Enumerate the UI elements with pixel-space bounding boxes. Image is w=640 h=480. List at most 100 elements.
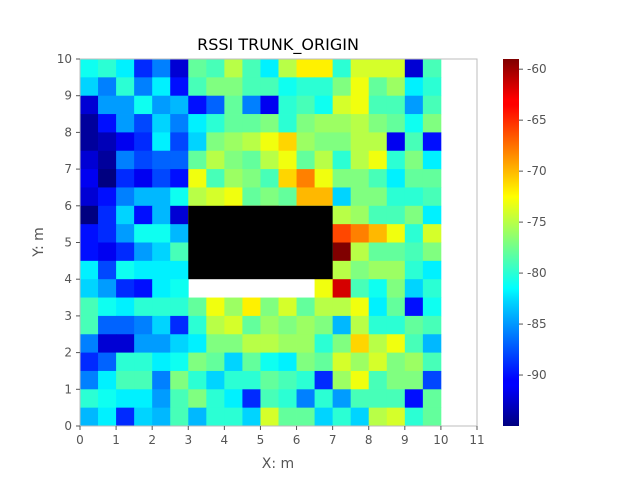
heatmap-cell (80, 315, 99, 335)
heatmap-cell (80, 297, 99, 317)
heatmap-cell (386, 334, 406, 353)
heatmap-cell (116, 334, 135, 353)
heatmap-cell (278, 169, 297, 188)
heatmap-cell (152, 169, 171, 188)
heatmap-cell (422, 315, 442, 335)
heatmap-cell (296, 389, 315, 409)
y-tick-label: 3 (64, 309, 72, 323)
heatmap-cell (242, 389, 261, 409)
x-tick-label: 6 (293, 433, 301, 447)
heatmap-cell (350, 297, 370, 317)
heatmap-cell (278, 187, 297, 207)
heatmap-cell (98, 59, 117, 78)
heatmap-cell (170, 114, 189, 133)
heatmap-cell (188, 150, 207, 170)
heatmap-cell (98, 224, 117, 243)
heatmap-cell (404, 352, 424, 372)
heatmap-cell (350, 370, 370, 390)
heatmap-cell (188, 114, 207, 133)
heatmap-cell (296, 77, 315, 97)
heatmap-cell (332, 77, 352, 97)
heatmap-cell (206, 389, 225, 409)
heatmap-cell (134, 297, 153, 317)
heatmap-cell (260, 389, 279, 409)
heatmap-cell (368, 334, 388, 353)
heatmap-cell (350, 187, 370, 207)
heatmap-cell (260, 334, 279, 353)
heatmap-cell (116, 114, 135, 133)
heatmap-cell (170, 297, 189, 317)
heatmap-cell (404, 242, 424, 262)
heatmap-cell (134, 279, 153, 298)
heatmap-cell (170, 334, 189, 353)
heatmap-cell (224, 297, 243, 317)
heatmap-cell (188, 169, 207, 188)
heatmap-cell (422, 370, 442, 390)
heatmap-cell (242, 370, 261, 390)
heatmap-cell (242, 77, 261, 97)
heatmap-cell (152, 334, 171, 353)
y-tick-label: 2 (64, 346, 72, 360)
heatmap-cell (224, 132, 243, 152)
heatmap-cell (152, 77, 171, 97)
heatmap-cell (260, 315, 279, 335)
heatmap-cell (188, 370, 207, 390)
heatmap-cell (296, 132, 315, 152)
heatmap-cell (368, 370, 388, 390)
heatmap-cell (368, 352, 388, 372)
heatmap-cell (350, 150, 370, 170)
heatmap-cell (368, 389, 388, 409)
heatmap-cell (80, 407, 99, 427)
heatmap-cell (242, 59, 261, 78)
heatmap-cell (332, 260, 352, 280)
heatmap-cell (386, 352, 406, 372)
y-tick-label: 5 (64, 236, 72, 250)
y-tick-label: 8 (64, 125, 72, 139)
obstacle-block (188, 205, 333, 280)
heatmap-cell (314, 407, 334, 427)
heatmap-cell (80, 169, 99, 188)
heatmap-cell (368, 132, 388, 152)
heatmap-cell (116, 132, 135, 152)
heatmap-cell (332, 389, 352, 409)
heatmap-cell (350, 334, 370, 353)
heatmap-cell (386, 77, 406, 97)
heatmap-cell (278, 132, 297, 152)
heatmap-cell (134, 370, 153, 390)
x-tick-label: 9 (401, 433, 409, 447)
heatmap-cell (404, 224, 424, 243)
heatmap-cell (350, 59, 370, 78)
y-tick-label: 9 (64, 89, 72, 103)
heatmap-cell (98, 334, 117, 353)
heatmap-cell (404, 132, 424, 152)
heatmap-cell (152, 352, 171, 372)
heatmap-cell (134, 169, 153, 188)
heatmap-cell (368, 77, 388, 97)
heatmap-cell (224, 59, 243, 78)
heatmap-cell (80, 132, 99, 152)
heatmap-cell (80, 389, 99, 409)
heatmap-cell (206, 59, 225, 78)
heatmap-cell (206, 352, 225, 372)
heatmap-cell (170, 95, 189, 115)
heatmap-cell (98, 114, 117, 133)
heatmap-cell (368, 242, 388, 262)
heatmap-cell (422, 132, 442, 152)
heatmap-cell (242, 334, 261, 353)
colorbar-tick-label: -65 (527, 113, 547, 127)
heatmap-cell (422, 95, 442, 115)
heatmap-cell (332, 187, 352, 207)
heatmap-cell (116, 370, 135, 390)
heatmap-cell (260, 187, 279, 207)
heatmap-cell (242, 315, 261, 335)
heatmap-cell (98, 95, 117, 115)
heatmap-cell (80, 279, 99, 298)
heatmap-cell (314, 352, 334, 372)
heatmap-cell (296, 407, 315, 427)
x-tick-label: 2 (148, 433, 156, 447)
heatmap-cell (188, 315, 207, 335)
heatmap-cell (260, 352, 279, 372)
heatmap-cell (260, 169, 279, 188)
heatmap-cell (188, 187, 207, 207)
heatmap-cell (350, 260, 370, 280)
